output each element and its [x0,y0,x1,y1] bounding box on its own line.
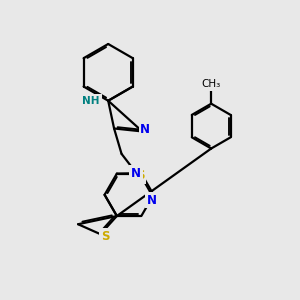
Text: CH₃: CH₃ [202,79,221,89]
Text: NH: NH [82,96,100,106]
Text: N: N [140,123,150,136]
Text: S: S [136,169,144,182]
Text: S: S [101,230,109,243]
Text: N: N [147,194,157,207]
Text: N: N [131,167,141,180]
